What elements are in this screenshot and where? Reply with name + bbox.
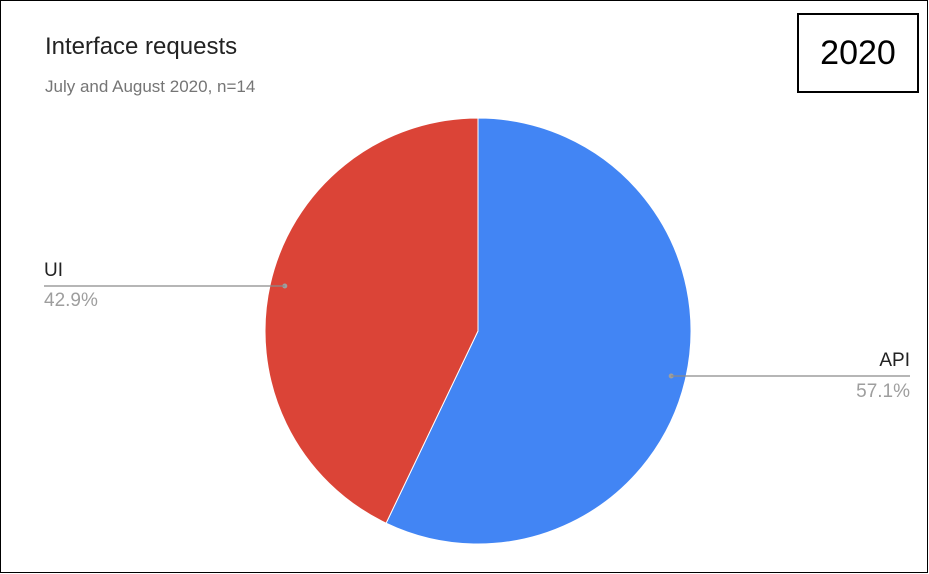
pie-slice-api bbox=[385, 117, 692, 545]
pie-slice-ui bbox=[264, 117, 479, 524]
chart-subtitle: July and August 2020, n=14 bbox=[45, 77, 256, 96]
pie-slices bbox=[264, 117, 692, 545]
slice-percent-ui: 42.9% bbox=[44, 290, 98, 311]
slice-label-ui: UI bbox=[44, 260, 63, 281]
slice-percent-api: 57.1% bbox=[856, 381, 910, 402]
year-badge: 2020 bbox=[797, 13, 919, 93]
slice-label-api: API bbox=[879, 350, 910, 371]
chart-title: Interface requests bbox=[45, 33, 238, 60]
pie-labels: API 57.1% UI 42.9% bbox=[44, 260, 910, 402]
